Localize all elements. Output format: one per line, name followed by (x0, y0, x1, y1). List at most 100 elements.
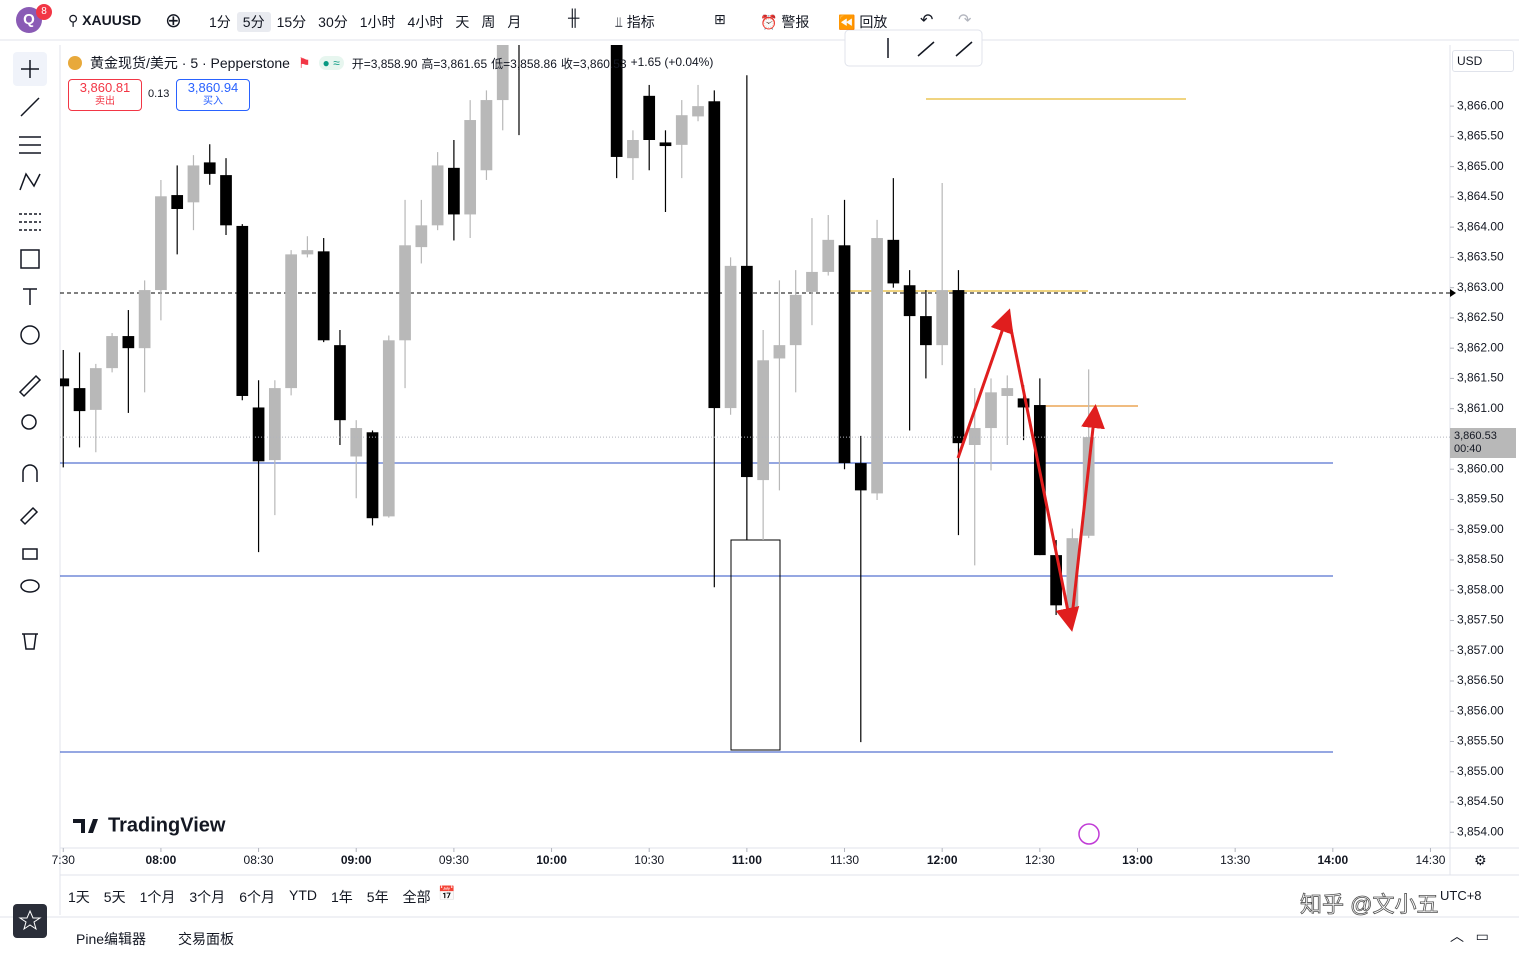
zoom-tool[interactable] (21, 414, 37, 430)
x-tick-label: 10:00 (536, 853, 567, 867)
interval[interactable]: 周 (481, 14, 496, 30)
symbol-search[interactable]: ⚲ XAUUSD (68, 12, 142, 28)
timezone[interactable]: UTC+8 (1440, 888, 1482, 903)
range[interactable]: 3个月 (189, 889, 226, 905)
trendline-tool[interactable] (20, 97, 40, 117)
x-tick-label: 11:00 (732, 853, 762, 867)
currency[interactable]: USD (1452, 50, 1514, 72)
indicators-button[interactable]: ⫫ 指标 (615, 14, 655, 30)
candle-body (920, 316, 932, 346)
intervals: 1分 5分 15分 30分 1小时 4小时天周月 (203, 12, 527, 32)
candle-body (122, 336, 135, 349)
interval[interactable]: 天 (455, 14, 470, 30)
range[interactable]: YTD (288, 887, 317, 903)
delete-tool[interactable] (22, 633, 38, 650)
collapse[interactable]: ︿ ▭ (1450, 928, 1489, 944)
candle-body (708, 101, 721, 409)
candle-body (985, 392, 997, 429)
flag[interactable]: ⚑ (297, 54, 311, 71)
x-tick-label: 09:30 (439, 853, 469, 867)
interval[interactable]: 15分 (276, 14, 307, 30)
candle-body (431, 165, 444, 226)
interval[interactable]: 1分 (209, 14, 231, 30)
magnet-tool[interactable] (22, 464, 38, 482)
interval[interactable]: 4小时 (407, 14, 444, 30)
y-tick-label: 3,854.50 (1457, 794, 1504, 808)
layouts[interactable]: ⊞ (714, 11, 726, 27)
price: 3,860.53 (1454, 430, 1497, 443)
candle-body (334, 345, 346, 421)
candle-body (89, 368, 102, 410)
candle-body (1050, 555, 1062, 606)
lock-tool[interactable] (22, 548, 38, 560)
candle-body (1033, 405, 1046, 556)
ohlc-value: +1.65 (+0.04%) (630, 54, 714, 69)
drawing-arrow[interactable] (1006, 313, 1080, 632)
candle-body (822, 239, 835, 272)
interval[interactable]: 1小时 (359, 14, 396, 30)
crosshair-tool[interactable] (21, 60, 39, 78)
candle-body (268, 388, 281, 461)
range[interactable]: 1天 (68, 889, 90, 905)
interval[interactable]: 30分 (318, 14, 348, 30)
y-tick-label: 3,863.50 (1457, 250, 1504, 264)
y-tick-label: 3,856.00 (1457, 703, 1504, 717)
floating-toolbar (844, 29, 983, 67)
y-tick-label: 3,855.00 (1457, 764, 1504, 778)
settings[interactable]: ⚙ (1474, 852, 1487, 868)
event-icon[interactable] (1078, 823, 1100, 845)
candle-body (887, 239, 900, 284)
sell-button[interactable]: 3,860.81 卖出 (68, 79, 142, 111)
replay-button[interactable]: ⏪ 回放 (838, 14, 888, 30)
candle-body (187, 165, 200, 203)
range[interactable]: 5年 (366, 889, 389, 905)
pattern-tool[interactable] (19, 172, 41, 191)
y-tick-label: 3,864.00 (1457, 219, 1504, 233)
range[interactable]: 6个月 (239, 889, 275, 905)
x-tick-label: 7:30 (52, 853, 76, 867)
drawing-arrow[interactable] (956, 308, 1014, 459)
buy-label: 买入 (203, 96, 223, 107)
favorites-button[interactable] (13, 904, 47, 938)
draw-mode-tool[interactable] (19, 506, 39, 526)
y-tick-label: 3,855.50 (1457, 734, 1504, 748)
emoji-tool[interactable] (20, 325, 40, 345)
candle-body (1001, 388, 1014, 396)
alert-button[interactable]: ⏰ 警报 (760, 14, 810, 30)
interval[interactable]: 月 (507, 14, 522, 30)
drawing-rect[interactable] (730, 539, 781, 751)
tab[interactable]: 交易面板 (178, 931, 235, 947)
forecast-tool[interactable] (19, 213, 41, 231)
text-tool[interactable] (23, 288, 37, 305)
buy-button[interactable]: 3,860.94 买入 (176, 79, 250, 111)
shape-tool[interactable] (20, 249, 40, 269)
candle-body (838, 245, 851, 464)
tab[interactable]: Pine编辑器 (76, 931, 147, 947)
redo[interactable]: ↷ (958, 12, 972, 29)
add-symbol[interactable]: ⊕ (165, 10, 182, 32)
range[interactable]: 5天 (103, 889, 126, 905)
hide-tool[interactable] (20, 579, 40, 593)
tabs: Pine编辑器 交易面板 (76, 929, 234, 949)
y-tick-label: 3,865.00 (1457, 159, 1504, 173)
sell-price: 3,860.81 (79, 80, 131, 95)
candle-body (203, 162, 216, 174)
drawing-arrow[interactable] (1069, 404, 1105, 627)
range[interactable]: 全部 (402, 889, 431, 905)
undo[interactable]: ↶ (920, 12, 934, 29)
range[interactable]: 1年 (330, 889, 353, 905)
range[interactable]: 1个月 (139, 889, 176, 905)
ohlc-value: 收=3,860.53 (560, 56, 627, 71)
alert: 警报 (781, 14, 810, 30)
chart-type[interactable]: ╫ (568, 10, 580, 27)
spread: 0.13 (148, 88, 170, 100)
ruler-tool[interactable] (18, 374, 42, 398)
x-tick-label: 10:30 (634, 853, 664, 867)
goto-date[interactable]: 📅 (438, 885, 456, 901)
fib-tool[interactable] (19, 136, 41, 154)
interval[interactable]: 5分 (236, 12, 271, 32)
candle-body (138, 290, 151, 349)
badge: 8 (36, 4, 52, 20)
floating-tools[interactable] (887, 38, 973, 58)
